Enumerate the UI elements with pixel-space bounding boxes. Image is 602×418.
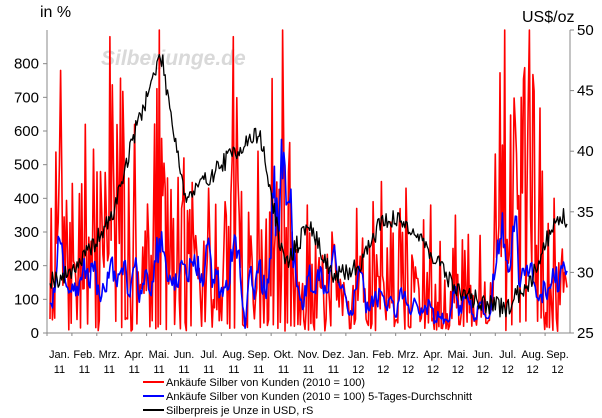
month-label: Apr.	[423, 349, 443, 361]
right-tick-label: 25	[577, 325, 594, 342]
legend: Ankäufe Silber von Kunden (2010 = 100) A…	[143, 377, 472, 417]
month-label: Mai.	[149, 349, 170, 361]
legend-label-price: Silberpreis je Unze in USD, rS	[166, 405, 313, 417]
year-label: 11	[253, 364, 264, 376]
year-label: 12	[502, 364, 514, 376]
left-tick-label: 600	[14, 123, 39, 140]
month-label: Jul.	[200, 349, 217, 361]
right-tick-label: 35	[577, 204, 594, 221]
month-label: Sep.	[546, 349, 569, 361]
year-label: 11	[278, 364, 289, 376]
right-axis-ticks: 25 30 35 40 45 50	[570, 22, 594, 342]
month-label: Jul.	[499, 349, 516, 361]
legend-label-average: Ankäufe Silber von Kunden (2010 = 100) 5…	[166, 391, 472, 403]
month-label: Jan.	[348, 349, 369, 361]
year-label: 12	[352, 364, 364, 376]
right-tick-label: 45	[577, 83, 594, 100]
year-label: 12	[427, 364, 439, 376]
year-label: 11	[178, 364, 189, 376]
right-tick-label: 30	[577, 264, 594, 281]
year-label: 12	[527, 364, 539, 376]
year-label: 12	[452, 364, 464, 376]
month-label: Feb.	[372, 349, 394, 361]
year-label: 11	[54, 364, 65, 376]
series-line-average	[49, 138, 568, 330]
month-label: Aug.	[521, 349, 544, 361]
series-line-price	[49, 53, 568, 318]
left-tick-label: 400	[14, 190, 39, 207]
left-tick-label: 100	[14, 291, 39, 308]
year-label: 11	[203, 364, 214, 376]
year-label: 12	[551, 364, 563, 376]
left-tick-label: 700	[14, 89, 39, 106]
month-label: Mrz.	[397, 349, 418, 361]
plot-series	[49, 29, 568, 333]
left-axis-ticks: 0 100 200 300 400 500 600 700 800	[14, 56, 47, 342]
left-axis-unit: in %	[40, 4, 71, 21]
year-label: 11	[128, 364, 139, 376]
year-label: 12	[377, 364, 389, 376]
year-label: 11	[303, 364, 314, 376]
year-label: 12	[477, 364, 489, 376]
month-label: Sep.	[247, 349, 270, 361]
month-label: Feb.	[73, 349, 95, 361]
left-tick-label: 0	[31, 325, 39, 342]
month-label: Apr.	[124, 349, 144, 361]
month-label: Okt.	[274, 349, 294, 361]
right-tick-label: 50	[577, 22, 594, 39]
year-label: 11	[104, 364, 115, 376]
month-label: Jun.	[174, 349, 195, 361]
year-label: 12	[402, 364, 414, 376]
watermark: Silberjunge.de	[101, 47, 246, 70]
year-label: 11	[153, 364, 164, 376]
left-tick-label: 500	[14, 157, 39, 174]
month-label: Mai.	[448, 349, 469, 361]
year-label: 11	[228, 364, 239, 376]
right-tick-label: 40	[577, 143, 594, 160]
right-axis-unit: US$/oz	[522, 9, 574, 26]
month-label: Jun.	[472, 349, 493, 361]
left-tick-label: 800	[14, 56, 39, 73]
left-tick-label: 200	[14, 258, 39, 275]
month-label: Nov.	[298, 349, 320, 361]
month-label: Aug.	[222, 349, 245, 361]
month-label: Dez.	[322, 349, 345, 361]
x-axis-ticks: Jan. 11 Feb. 11 Mrz. 11 Apr. 11 Mai. 11 Jun. 11 Jul.…	[46, 333, 569, 376]
left-tick-label: 300	[14, 224, 39, 241]
legend-label-purchases: Ankäufe Silber von Kunden (2010 = 100)	[166, 377, 365, 389]
year-label: 11	[79, 364, 90, 376]
year-label: 11	[328, 364, 339, 376]
month-label: Mrz.	[99, 349, 120, 361]
month-label: Jan.	[49, 349, 70, 361]
